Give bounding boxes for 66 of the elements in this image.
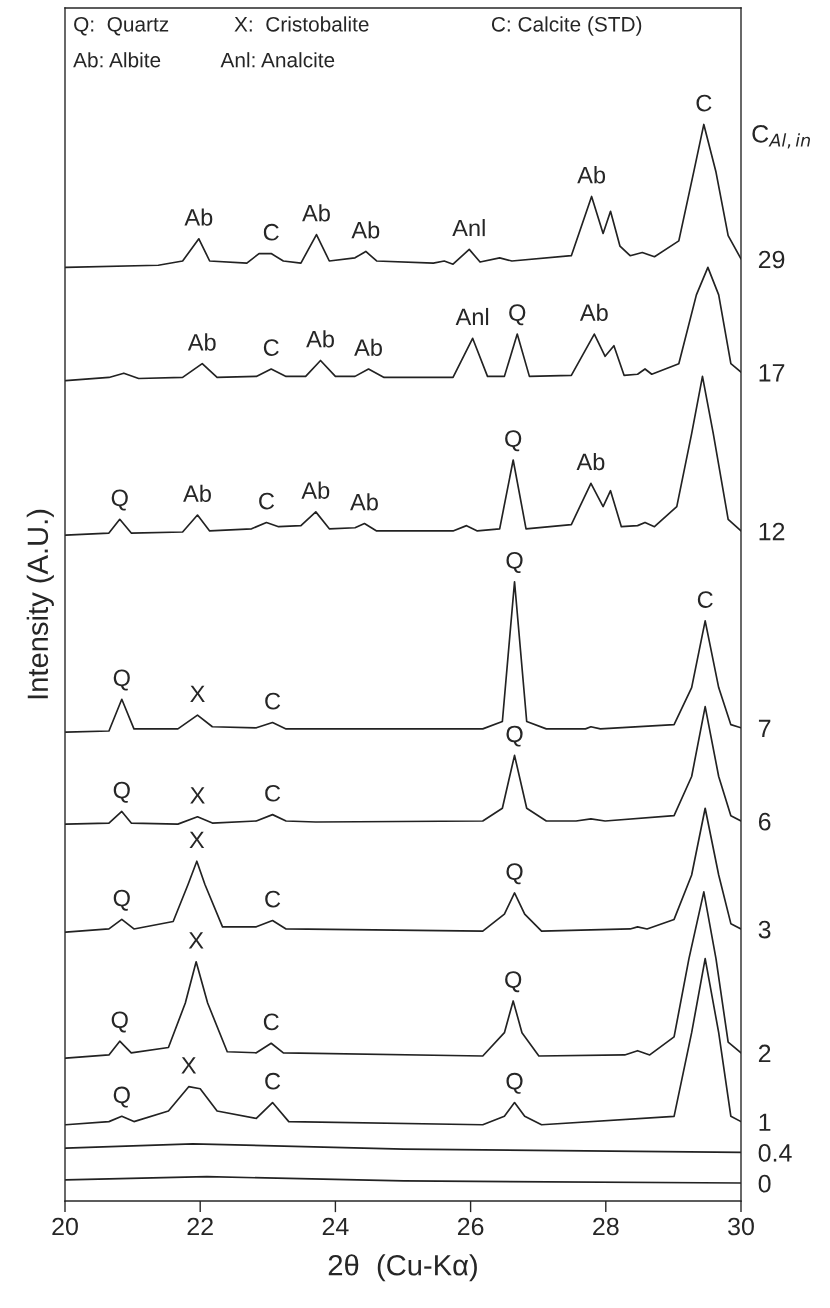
annotation: Ab — [354, 338, 382, 356]
annotation: C — [265, 890, 281, 908]
series-label: 3 — [758, 920, 771, 939]
annotation: C — [263, 223, 279, 241]
annotation: Anl — [455, 307, 489, 326]
series-label: 0 — [758, 1174, 771, 1193]
annotation: Ab — [306, 330, 334, 348]
series-label: 2 — [758, 1044, 771, 1063]
series-label: 0.4 — [758, 1144, 792, 1162]
text: C: Calcite (STD) — [491, 16, 642, 36]
annotation: Ab — [350, 493, 378, 511]
legend-title: C$_{Al,in}$ — [752, 124, 811, 149]
annotation: Q — [113, 1086, 130, 1108]
annotation: Q — [113, 669, 130, 691]
annotation: Ab — [576, 452, 605, 471]
text: Ab: Albite — [73, 52, 161, 68]
annotation: Q — [505, 971, 522, 993]
series-label: 7 — [758, 719, 771, 738]
series-label: 29 — [758, 250, 785, 269]
annotation: Ab — [351, 221, 380, 239]
annotation: Q — [111, 1011, 128, 1033]
annotation: Q — [505, 430, 522, 452]
annotation: C — [263, 1013, 279, 1031]
annotation: Anl — [452, 219, 485, 237]
y-axis-title: Intensity (A.U.) — [26, 509, 54, 699]
annotation: C — [265, 1072, 281, 1090]
annotation: C — [265, 692, 281, 710]
x-tick-label: 24 — [322, 1217, 349, 1236]
series-label: 12 — [759, 522, 785, 541]
text: X: Cristobalite — [234, 16, 369, 32]
annotation: Ab — [184, 208, 213, 226]
annotation: C — [696, 94, 712, 112]
series-label: 17 — [759, 364, 785, 382]
annotation: Q — [113, 781, 130, 803]
annotation: X — [188, 932, 204, 949]
annotation: Q — [506, 552, 523, 573]
x-tick-label: 26 — [457, 1217, 484, 1236]
annotation: Q — [506, 1072, 523, 1094]
annotation: C — [265, 784, 281, 802]
annotation: Ab — [301, 481, 330, 499]
x-tick-label: 22 — [187, 1217, 213, 1236]
x-tick-label: 28 — [593, 1217, 619, 1236]
annotation: C — [697, 591, 713, 608]
annotation: X — [190, 787, 205, 804]
annotation: C — [259, 492, 275, 510]
text: Q: Quartz — [74, 16, 169, 36]
annotation: Q — [111, 489, 128, 511]
annotation: Q — [506, 863, 523, 885]
annotation: X — [189, 831, 205, 848]
series-label: 6 — [758, 812, 771, 831]
annotation: Ab — [302, 204, 330, 222]
x-tick-label: 20 — [52, 1217, 78, 1236]
x-axis-title: 2θ (Cu-Kα) — [328, 1254, 477, 1282]
annotation: Q — [506, 725, 523, 747]
annotation: C — [263, 339, 279, 356]
annotation: Ab — [183, 484, 211, 503]
annotation: Q — [509, 304, 526, 326]
annotation: Q — [113, 889, 130, 911]
annotation: Ab — [577, 166, 606, 184]
annotation: Ab — [579, 303, 608, 322]
annotation: Ab — [187, 333, 216, 351]
annotation: X — [181, 1057, 197, 1074]
x-tick-label: 30 — [728, 1217, 754, 1236]
series-label: 1 — [759, 1113, 771, 1131]
annotation: X — [190, 685, 205, 702]
text: Anl: Analcite — [220, 52, 335, 68]
